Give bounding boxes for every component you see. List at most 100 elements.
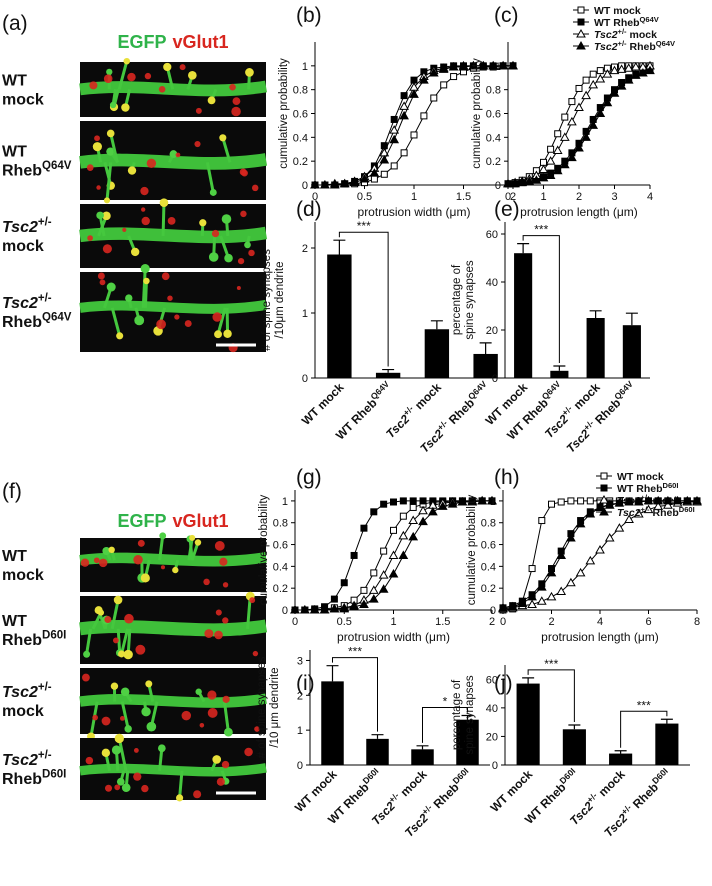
spine-head	[172, 566, 179, 574]
point	[547, 145, 555, 153]
spine	[216, 307, 227, 335]
row-label-part: mock	[2, 92, 44, 109]
y-tick-label: 0.6	[486, 109, 501, 121]
puncta	[229, 83, 236, 91]
point	[645, 65, 655, 75]
point	[339, 603, 350, 613]
puncta	[222, 617, 229, 624]
puncta	[133, 555, 143, 565]
x-tick-label: 0	[292, 616, 298, 628]
spine-head	[108, 546, 115, 554]
point	[448, 62, 459, 71]
spine-head	[124, 725, 132, 733]
point	[556, 586, 567, 595]
y-axis-label: # of spine synapses	[256, 656, 268, 758]
row-label: WT	[2, 144, 27, 161]
puncta	[103, 74, 113, 84]
puncta	[222, 695, 230, 703]
puncta	[133, 748, 139, 753]
point	[419, 497, 427, 505]
bar	[586, 318, 605, 378]
x-tick-label: 3	[611, 191, 617, 203]
point	[581, 132, 591, 141]
point	[630, 70, 641, 79]
legend-marker	[600, 484, 608, 492]
y-tick-label: 60	[486, 674, 498, 686]
spine-head	[140, 573, 150, 583]
point	[596, 67, 604, 75]
point	[538, 164, 549, 174]
spine-head	[208, 252, 219, 262]
spine	[105, 162, 113, 201]
error-bar	[517, 243, 530, 254]
point	[643, 504, 654, 514]
puncta	[104, 616, 112, 624]
point	[368, 594, 379, 603]
panel-label: (j)	[494, 672, 513, 695]
point	[379, 154, 390, 164]
y-tick-label: 0	[492, 373, 498, 385]
significance-label: ***	[534, 223, 548, 237]
spine	[110, 599, 120, 630]
puncta	[160, 565, 166, 570]
point	[595, 73, 606, 83]
y-tick-label: 0.6	[273, 540, 288, 552]
row-label-part: Rheb	[2, 163, 42, 180]
puncta	[207, 690, 217, 700]
point	[566, 577, 576, 587]
spine-head	[224, 253, 233, 263]
spine-head	[103, 197, 111, 204]
point	[609, 88, 620, 97]
spine-head	[199, 219, 207, 227]
puncta	[89, 81, 98, 90]
point	[527, 591, 537, 601]
x-tick-label: 0.5	[337, 616, 352, 628]
y-axis-label: cumulative probability	[471, 58, 483, 169]
legend-label: Tsc2+/- RhebQ64V	[594, 39, 675, 53]
spine-head	[195, 688, 202, 695]
bar	[550, 370, 569, 378]
y-tick-label: 0.8	[273, 518, 288, 530]
puncta	[146, 158, 157, 169]
point	[577, 497, 585, 505]
puncta	[251, 184, 259, 192]
point	[437, 501, 448, 510]
y-tick-label: 1	[302, 61, 308, 73]
category-label-part: Q64V	[540, 379, 563, 402]
point	[498, 602, 508, 612]
point	[400, 92, 408, 100]
point	[330, 595, 338, 603]
y-tick-label: 60	[486, 229, 498, 241]
row-label: WT	[2, 73, 27, 90]
puncta	[241, 169, 248, 177]
puncta	[133, 772, 142, 781]
spine-head	[114, 733, 124, 744]
point	[559, 159, 570, 169]
y-tick-label: 40	[486, 703, 498, 715]
dendrite	[79, 551, 267, 567]
category-label-part: D60I	[650, 766, 670, 786]
y-tick-label: 0	[282, 605, 288, 617]
spine-head	[120, 687, 130, 697]
row-label-part: Tsc2	[2, 684, 38, 701]
point	[545, 170, 556, 179]
point	[399, 101, 409, 110]
row-label-part: WT	[2, 613, 27, 630]
x-tick-label: 1.5	[456, 191, 471, 203]
point	[548, 500, 555, 508]
spine-head	[146, 721, 157, 732]
y-tick-label: 2	[302, 243, 308, 255]
y-tick-label: 20	[486, 325, 498, 337]
point	[527, 599, 537, 609]
point	[329, 603, 340, 613]
row-label-part: mock	[2, 703, 44, 720]
point	[390, 498, 397, 506]
y-tick-label: 0	[492, 760, 498, 772]
spine-head	[101, 748, 111, 757]
spine	[141, 268, 147, 308]
y-tick-label: 0	[297, 760, 303, 772]
puncta	[140, 186, 149, 196]
spine-head	[130, 247, 140, 257]
spine-head	[121, 103, 130, 112]
bar	[424, 329, 450, 378]
